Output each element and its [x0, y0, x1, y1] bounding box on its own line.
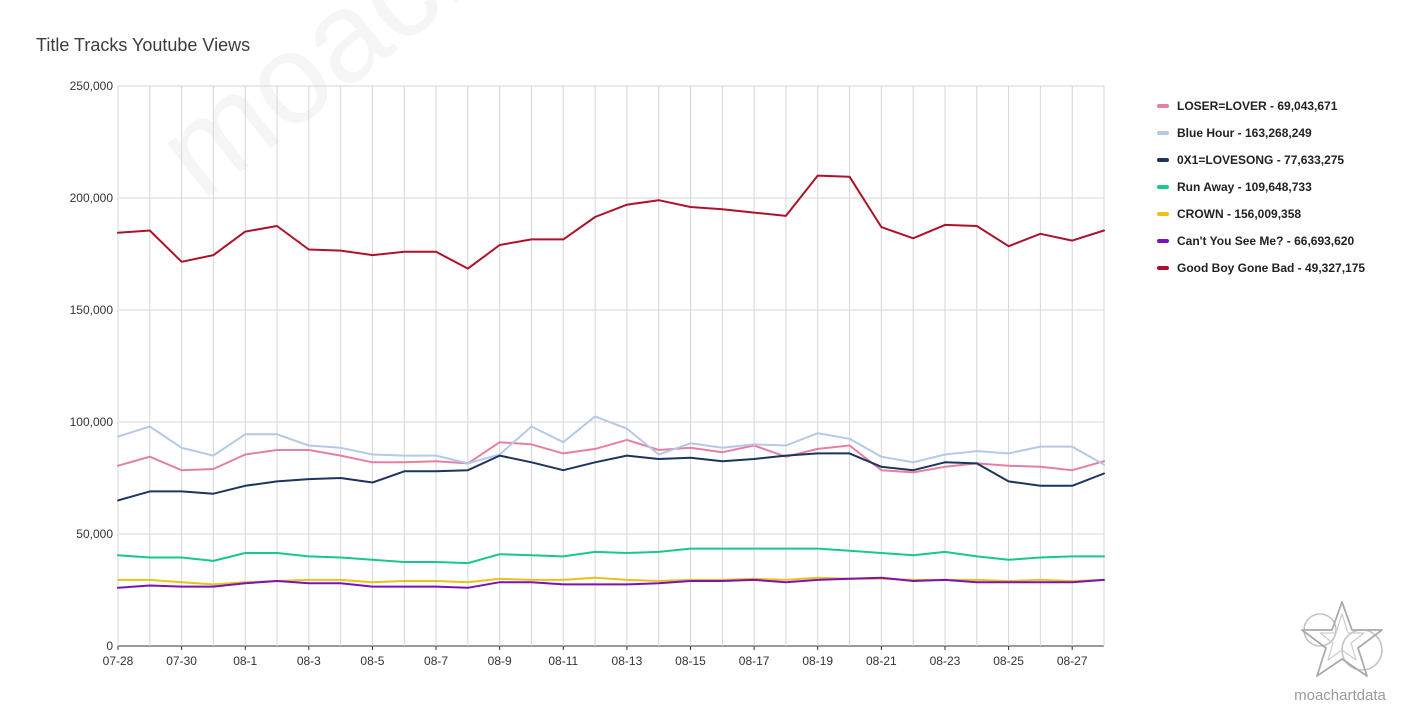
legend-swatch [1157, 130, 1169, 135]
legend: LOSER=LOVER - 69,043,671 Blue Hour - 163,… [1157, 92, 1365, 281]
legend-swatch [1157, 157, 1169, 162]
x-tick-label: 08-5 [360, 654, 384, 668]
series-line-6 [117, 174, 1105, 270]
series-line-3 [117, 547, 1105, 565]
legend-item: Good Boy Gone Bad - 49,327,175 [1157, 254, 1365, 281]
legend-label: Can't You See Me? - 66,693,620 [1177, 233, 1355, 248]
x-tick-label: 08-9 [488, 654, 512, 668]
x-tick-label: 08-7 [424, 654, 448, 668]
series-lines [117, 174, 1105, 589]
x-tick-label: 08-27 [1057, 654, 1088, 668]
x-tick-label: 07-28 [103, 654, 134, 668]
y-axis: 0 50,000 100,000 150,000 200,000 250,000 [70, 79, 114, 653]
series-line-2 [117, 452, 1105, 502]
x-tick-label: 08-11 [548, 654, 578, 668]
legend-label: CROWN - 156,009,358 [1177, 206, 1302, 221]
legend-swatch [1157, 184, 1169, 189]
legend-item: Blue Hour - 163,268,249 [1157, 119, 1365, 146]
legend-label: 0X1=LOVESONG - 77,633,275 [1177, 152, 1345, 167]
legend-label: Run Away - 109,648,733 [1177, 179, 1312, 194]
chart-title: Title Tracks Youtube Views [36, 35, 251, 55]
x-tick-label: 08-1 [233, 654, 257, 668]
x-tick-label: 08-15 [675, 654, 706, 668]
legend-swatch [1157, 103, 1169, 108]
legend-item: Can't You See Me? - 66,693,620 [1157, 227, 1365, 254]
brand-logo: moachartdata [1280, 600, 1400, 704]
brand-name: moachartdata [1294, 687, 1386, 704]
y-tick-label: 200,000 [70, 191, 114, 205]
legend-swatch [1157, 211, 1169, 216]
x-tick-label: 08-25 [993, 654, 1024, 668]
x-tick-label: 08-21 [866, 654, 897, 668]
legend-swatch [1157, 238, 1169, 243]
x-axis: 07-28 07-30 08-1 08-3 08-5 08-7 08-9 08-11 08-13… [103, 646, 1088, 668]
x-gridlines [117, 86, 1105, 646]
series-line-5 [117, 576, 1105, 589]
y-tick-label: 150,000 [70, 303, 114, 317]
legend-item: 0X1=LOVESONG - 77,633,275 [1157, 146, 1365, 173]
x-tick-label: 07-30 [166, 654, 197, 668]
y-tick-label: 100,000 [70, 415, 114, 429]
x-tick-label: 08-3 [297, 654, 321, 668]
y-gridlines [118, 85, 1104, 647]
star-icon [1301, 601, 1383, 677]
x-tick-label: 08-23 [930, 654, 961, 668]
y-tick-label: 0 [106, 639, 113, 653]
series-line-0 [117, 438, 1105, 474]
legend-item: CROWN - 156,009,358 [1157, 200, 1365, 227]
y-tick-label: 50,000 [76, 527, 113, 541]
legend-label: Good Boy Gone Bad - 49,327,175 [1177, 260, 1366, 275]
x-tick-label: 08-17 [739, 654, 770, 668]
legend-swatch [1157, 265, 1169, 270]
x-tick-label: 08-19 [802, 654, 833, 668]
series-line-1 [117, 415, 1105, 466]
legend-item: Run Away - 109,648,733 [1157, 173, 1365, 200]
legend-item: LOSER=LOVER - 69,043,671 [1157, 92, 1365, 119]
x-tick-label: 08-13 [612, 654, 643, 668]
legend-label: Blue Hour - 163,268,249 [1177, 125, 1312, 140]
y-tick-label: 250,000 [70, 79, 114, 93]
legend-label: LOSER=LOVER - 69,043,671 [1177, 98, 1338, 113]
